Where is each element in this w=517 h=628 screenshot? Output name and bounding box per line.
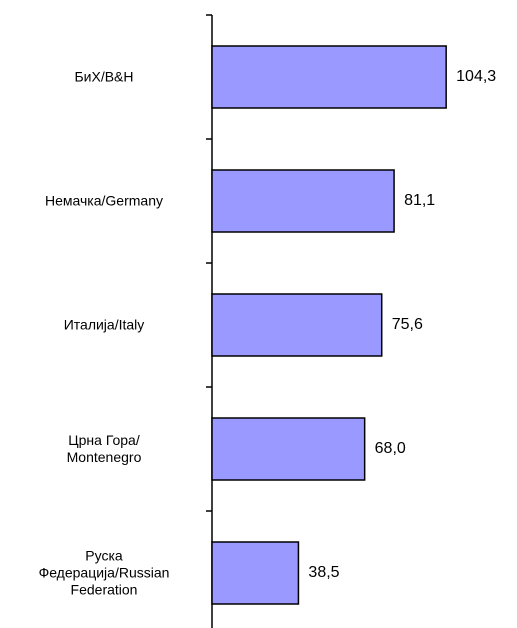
y-tick-label: Црна Гора/ Montenegro: [66, 432, 142, 465]
bar: [211, 293, 383, 357]
bar: [211, 45, 447, 109]
y-tick-label: Руска Федерација/Russian Federation: [38, 547, 170, 598]
y-tick-label: Италија/Italy: [63, 316, 145, 333]
y-tick-label: БиХ/B&H: [74, 68, 134, 85]
bar: [211, 169, 395, 233]
data-label: 104,3: [456, 68, 497, 85]
data-label: 68,0: [374, 440, 406, 457]
bar: [211, 541, 300, 605]
data-label: 75,6: [391, 316, 423, 333]
bar: [211, 417, 366, 481]
data-label: 81,1: [404, 192, 436, 209]
y-tick-label: Немачка/Germany: [45, 192, 163, 209]
data-label: 38,5: [308, 564, 340, 581]
